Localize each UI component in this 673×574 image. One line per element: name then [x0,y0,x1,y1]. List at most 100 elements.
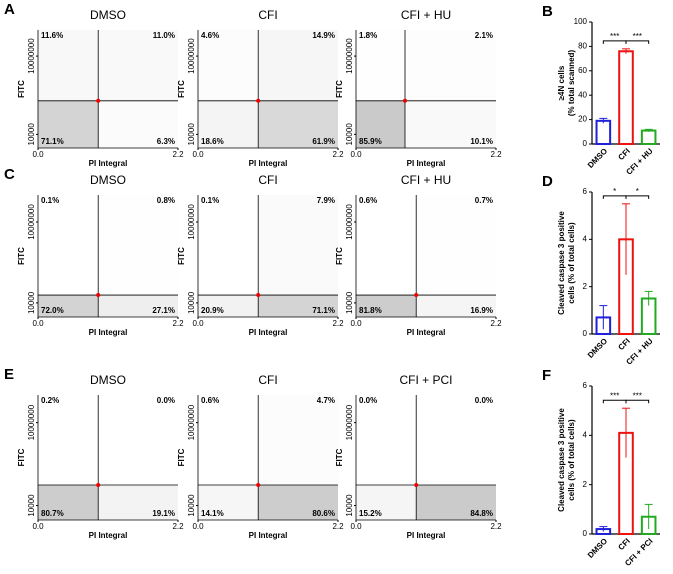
y-tick-label: 0 [583,329,588,338]
y-tick-label: 10000000 [27,204,36,240]
significance-label: *** [633,391,642,400]
quadrant-density [98,295,178,317]
y-tick-label: 10000 [345,291,354,314]
quadrant-label: 15.2% [359,509,382,518]
significance-label: *** [633,32,642,41]
x-axis-label: PI Integral [407,328,446,337]
y-axis-label: FITC [17,448,26,466]
quadrant-label: 4.7% [317,396,335,405]
panel-letter: A [4,1,15,18]
x-tick-label: 0.0 [192,319,204,328]
gate-center [256,483,261,487]
quadrant-label: 0.0% [359,396,377,405]
significance-label: * [613,187,616,196]
x-tick-label: 2.2 [172,319,184,328]
x-axis-label: PI Integral [89,328,128,337]
quadrant-label: 27.1% [152,306,175,315]
x-tick-label: DMSO [586,537,609,560]
x-tick-label: 0.0 [32,522,44,531]
significance-bracket [625,399,650,404]
quadrant-density [198,295,259,317]
y-axis-label: Cleaved caspase 3 positive [557,211,566,315]
quadrant-density [198,100,259,148]
quadrant-density [258,195,338,295]
quadrant-label: 14.1% [201,509,224,518]
quadrant-label: 85.9% [359,137,382,146]
quadrant-label: 6.3% [157,137,175,146]
x-tick-label: CFI [616,337,631,352]
quadrant-label: 71.1% [41,137,64,146]
y-tick-label: 10000 [187,494,196,517]
y-tick-label: 6 [583,381,588,390]
y-tick-label: 80 [578,42,587,51]
quadrant-label: 0.8% [157,196,175,205]
y-axis-label: FITC [17,247,26,265]
y-tick-label: 0 [583,529,588,538]
x-axis-label: PI Integral [407,531,446,540]
quadrant-density [356,100,405,148]
x-tick-label: 0.0 [350,319,362,328]
panel-letter: C [4,166,15,183]
quadrant-density [258,100,338,148]
x-tick-label: 0.0 [192,150,204,159]
x-tick-label: 2.2 [172,522,184,531]
y-tick-label: 10000 [27,494,36,517]
quadrant-density [356,30,405,101]
significance-label: * [636,187,639,196]
y-axis-label: FITC [177,448,186,466]
quadrant-density [98,30,178,101]
y-axis-label: cells (% of total cells) [567,222,576,304]
quadrant-density [38,195,98,295]
y-axis-label: FITC [335,80,344,98]
x-tick-label: 2.2 [490,522,502,531]
y-tick-label: 10000000 [187,38,196,74]
x-tick-label: 0.0 [32,319,44,328]
quadrant-label: 61.9% [312,137,335,146]
y-tick-label: 10000 [187,291,196,314]
y-tick-label: 10000000 [345,38,354,74]
plot-title: DMSO [90,8,126,22]
plot-title: CFI + PCI [399,373,452,387]
y-tick-label: 2 [583,480,588,489]
x-tick-label: 2.2 [332,319,344,328]
y-axis-label: ≥4N cells [557,65,566,100]
plot-title: DMSO [90,173,126,187]
y-axis-label: FITC [177,80,186,98]
y-tick-label: 6 [583,187,588,196]
significance-bracket [625,40,650,44]
y-tick-label: 10000000 [345,404,354,440]
x-tick-label: 2.2 [332,522,344,531]
gate-center [414,293,419,298]
quadrant-label: 19.1% [152,509,175,518]
x-tick-label: 2.2 [490,150,502,159]
quadrant-density [98,485,178,520]
y-tick-label: 40 [578,90,587,99]
y-tick-label: 10000000 [187,404,196,440]
quadrant-density [356,295,417,317]
x-tick-label: 2.2 [332,150,344,159]
panel-letter: D [542,173,553,190]
quadrant-label: 4.6% [201,31,219,40]
quadrant-label: 0.7% [475,196,493,205]
x-tick-label: 0.0 [192,522,204,531]
quadrant-density [38,30,98,101]
y-tick-label: 10000 [187,123,196,146]
quadrant-density [258,30,338,101]
significance-label: *** [610,32,619,41]
plot-title: CFI [258,373,277,387]
quadrant-density [98,195,178,295]
y-tick-label: 10000 [345,494,354,517]
quadrant-density [258,395,338,485]
gate-center [96,483,101,487]
x-axis-label: PI Integral [407,159,446,168]
y-axis-label: Cleaved caspase 3 positive [557,408,566,512]
quadrant-label: 10.1% [470,137,493,146]
y-axis-label: FITC [177,247,186,265]
x-tick-label: CFI [616,147,631,162]
quadrant-label: 14.9% [312,31,335,40]
significance-bracket [625,195,650,199]
panel-letter: E [4,366,14,383]
gate-center [96,98,101,103]
plot-title: CFI [258,8,277,22]
